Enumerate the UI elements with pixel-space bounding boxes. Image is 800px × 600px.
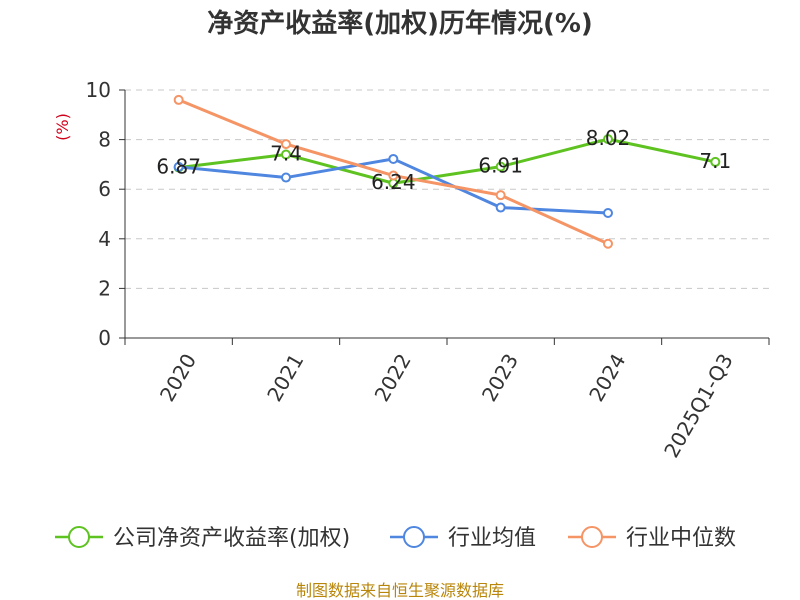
data-label: 7.1 (699, 149, 731, 173)
y-tick-label: 4 (98, 227, 111, 251)
x-tick-label: 2021 (262, 350, 308, 406)
data-point (603, 238, 613, 249)
data-point (281, 149, 291, 160)
y-tick-label: 10 (86, 78, 111, 102)
y-tick-label: 2 (98, 276, 111, 300)
data-point (603, 134, 613, 145)
chart-title: 净资产收益率(加权)历年情况(%) (207, 8, 593, 39)
x-tick-label: 2023 (477, 349, 523, 405)
y-tick-label: 6 (98, 177, 111, 201)
legend-label: 行业均值 (448, 526, 536, 551)
data-source-note: 制图数据来自恒生聚源数据库 (296, 581, 504, 600)
series-layer (173, 94, 721, 249)
x-tick-label: 2022 (370, 350, 416, 406)
legend-marker (68, 526, 90, 548)
data-label: 6.24 (371, 170, 416, 194)
legend-label: 公司净资产收益率(加权) (113, 526, 350, 551)
data-point (710, 156, 721, 167)
data-point (495, 161, 506, 172)
data-point (603, 208, 613, 219)
x-tick-label: 2024 (584, 350, 630, 406)
x-tick-labels: 2020 2021 2022 2023 2024 2025Q1-Q3 (155, 349, 738, 461)
y-tick-labels: 0 2 4 6 8 10 (86, 78, 111, 350)
data-label: 8.02 (586, 126, 631, 150)
data-point (388, 153, 399, 164)
data-point (173, 94, 184, 105)
legend: 公司净资产收益率(加权) 行业均值 行业中位数 (55, 526, 736, 551)
y-axis-label: (%) (53, 113, 72, 141)
legend-label: 行业中位数 (626, 526, 736, 551)
data-point (495, 190, 506, 201)
legend-marker (403, 526, 425, 548)
y-tick-label: 8 (98, 128, 111, 152)
grid-lines (125, 89, 769, 289)
data-point (495, 202, 506, 213)
data-point (281, 172, 291, 183)
y-tick-label: 0 (98, 326, 111, 350)
series-line-0 (178, 137, 716, 185)
data-point (173, 161, 184, 172)
x-tick-label: 2025Q1-Q3 (659, 350, 738, 462)
data-label: 7.4 (270, 141, 302, 165)
data-point (388, 170, 399, 181)
data-label: 6.87 (156, 155, 201, 179)
x-tick-label: 2020 (155, 350, 201, 406)
data-labels: 6.87 7.4 6.24 6.91 8.02 7.1 (156, 126, 731, 194)
data-label: 6.91 (478, 154, 523, 178)
axes (119, 89, 770, 345)
data-point (281, 139, 291, 150)
legend-marker (581, 526, 603, 548)
